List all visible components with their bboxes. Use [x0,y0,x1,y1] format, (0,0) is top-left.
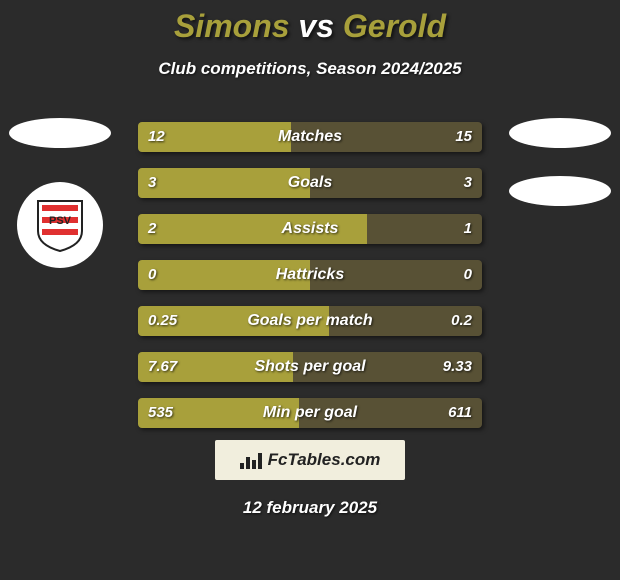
player1-club-badge: PSV [17,182,103,268]
source-brand: FcTables.com [268,450,381,470]
player2-name: Gerold [343,8,446,44]
stat-label: Goals [138,168,482,198]
title-vs: vs [298,8,334,44]
player1-name: Simons [174,8,290,44]
stat-row: 33Goals [138,168,482,198]
left-avatar-column: PSV [0,118,120,268]
stat-label: Min per goal [138,398,482,428]
stat-label: Matches [138,122,482,152]
source-logo: FcTables.com [215,440,405,480]
stat-row: 535611Min per goal [138,398,482,428]
stat-label: Goals per match [138,306,482,336]
stat-label: Shots per goal [138,352,482,382]
psv-shield-icon: PSV [36,197,84,253]
svg-text:PSV: PSV [49,215,72,227]
fctables-bars-icon [240,451,262,469]
stat-row: 0.250.2Goals per match [138,306,482,336]
comparison-title: Simons vs Gerold [0,0,620,45]
player2-photo-placeholder [509,118,611,148]
stat-row: 00Hattricks [138,260,482,290]
generated-date: 12 february 2025 [0,498,620,518]
stat-row: 7.679.33Shots per goal [138,352,482,382]
stats-bars: 1215Matches 33Goals 21Assists 00Hattricks 0.… [138,122,482,444]
stat-row: 1215Matches [138,122,482,152]
player1-photo-placeholder [9,118,111,148]
right-avatar-column [500,118,620,206]
stat-row: 21Assists [138,214,482,244]
subtitle: Club competitions, Season 2024/2025 [0,59,620,79]
stat-label: Assists [138,214,482,244]
stat-label: Hattricks [138,260,482,290]
player2-club-placeholder [509,176,611,206]
